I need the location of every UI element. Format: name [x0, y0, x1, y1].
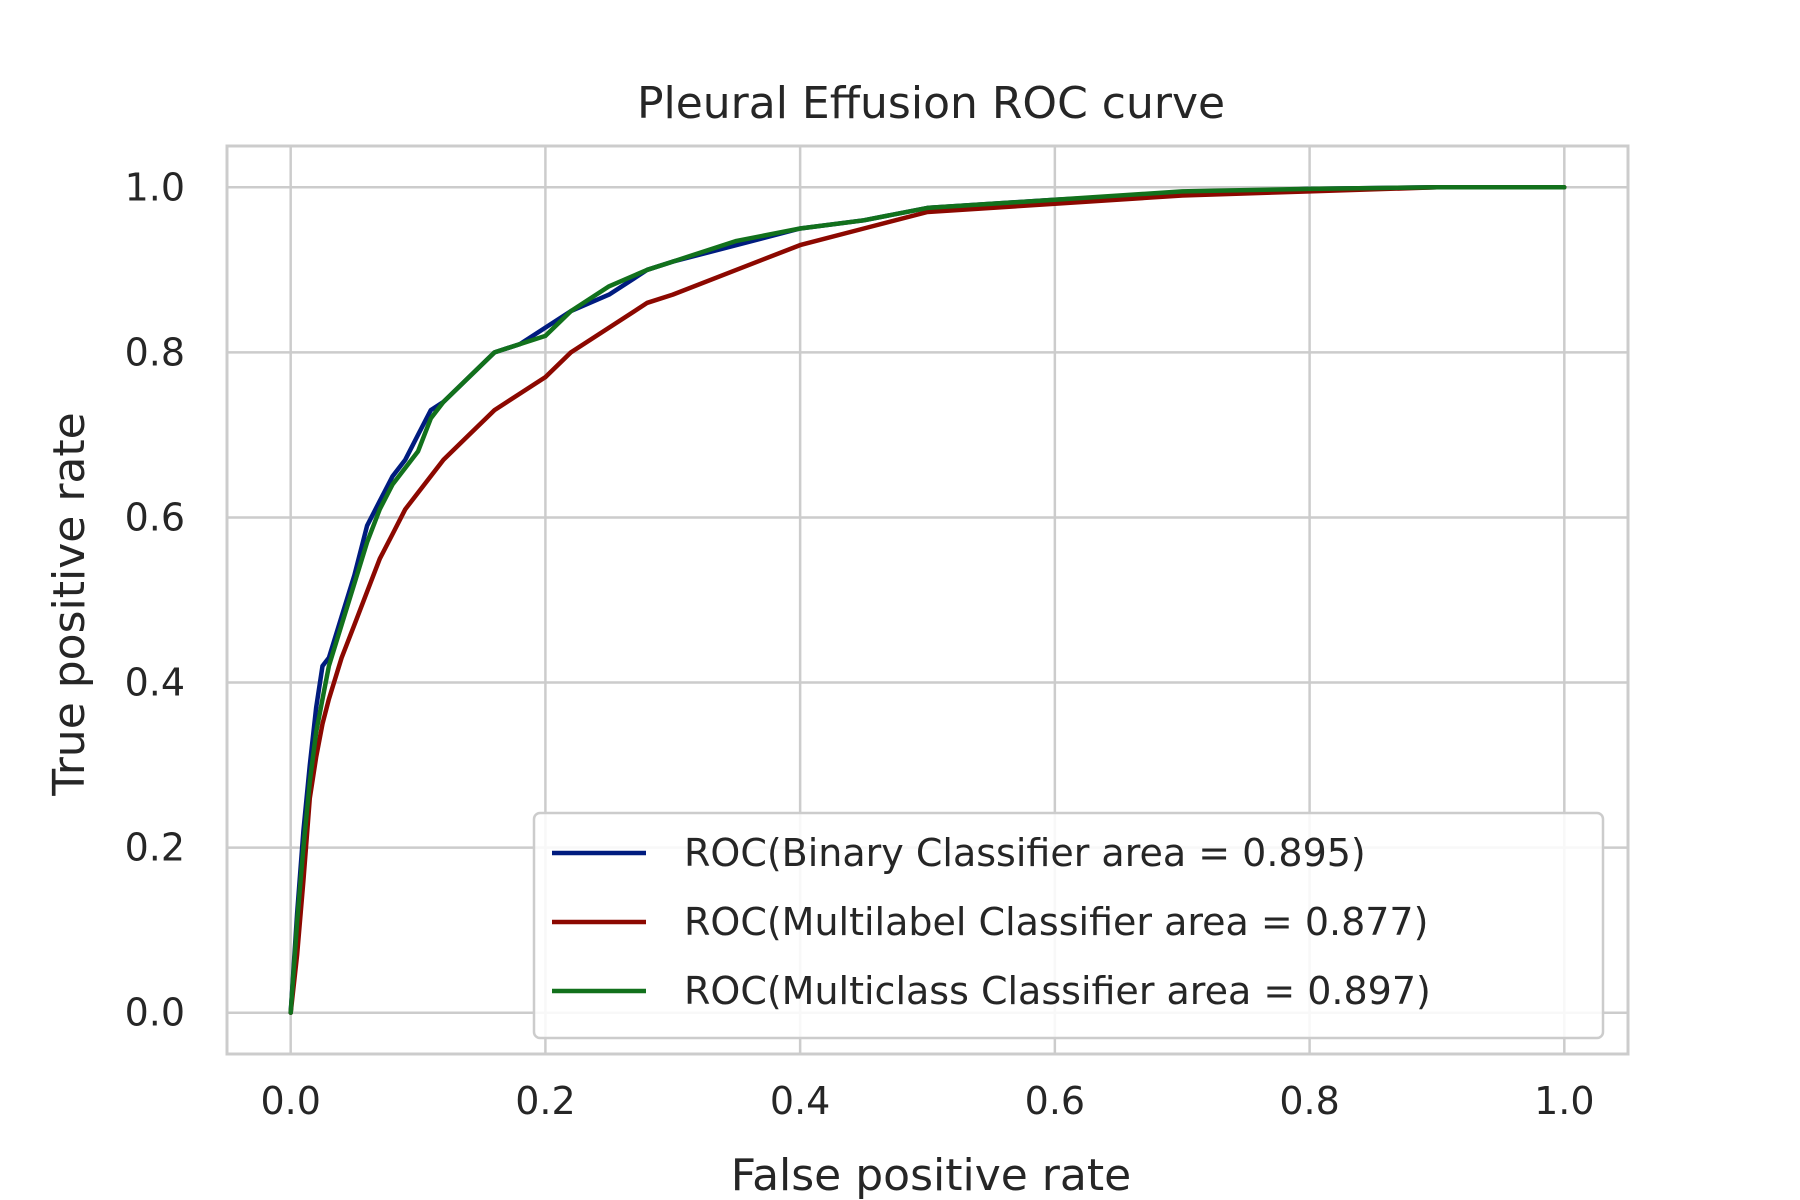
grid-layer	[227, 146, 1628, 1054]
legend-items: ROC(Binary Classifier area = 0.895) ROC(M…	[552, 831, 1431, 1013]
y-tick-label: 0.2	[125, 826, 185, 870]
series-line-2	[288, 185, 1567, 1015]
y-tick-label: 0.8	[125, 330, 185, 374]
x-tick-label: 0.4	[770, 1079, 830, 1123]
x-tick-label: 0.6	[1025, 1079, 1085, 1123]
legend: ROC(Binary Classifier area = 0.895) ROC(M…	[532, 811, 1605, 1040]
y-tick-label: 0.4	[125, 661, 185, 705]
legend-label: ROC(Multilabel Classifier area = 0.877)	[684, 900, 1428, 944]
tick-layer: 0.0 0.2 0.4 0.6 0.8 1.0 0.0 0.2 0.4 0.6 0.8 1.0	[125, 165, 1595, 1123]
y-tick-label: 1.0	[125, 165, 185, 209]
x-axis-label: False positive rate	[731, 1150, 1131, 1200]
y-tick-label: 0.6	[125, 495, 185, 539]
y-axis-label: True positive rate	[44, 412, 95, 796]
x-tick-label: 0.8	[1279, 1079, 1339, 1123]
legend-box	[532, 811, 1605, 1040]
y-tick-label: 0.0	[125, 991, 185, 1035]
chart-title: Pleural Effusion ROC curve	[637, 78, 1225, 129]
plot-frame	[225, 144, 1630, 1056]
series-line-3	[288, 185, 1567, 1015]
x-tick-label: 0.0	[260, 1079, 320, 1123]
legend-label: ROC(Multiclass Classifier area = 0.897)	[684, 969, 1431, 1013]
x-tick-label: 0.2	[515, 1079, 575, 1123]
legend-label: ROC(Binary Classifier area = 0.895)	[684, 831, 1366, 875]
series-layer	[288, 185, 1567, 1015]
x-tick-label: 1.0	[1534, 1079, 1594, 1123]
